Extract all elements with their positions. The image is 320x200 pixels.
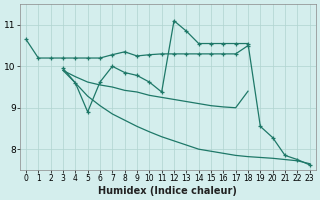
X-axis label: Humidex (Indice chaleur): Humidex (Indice chaleur) [98, 186, 237, 196]
